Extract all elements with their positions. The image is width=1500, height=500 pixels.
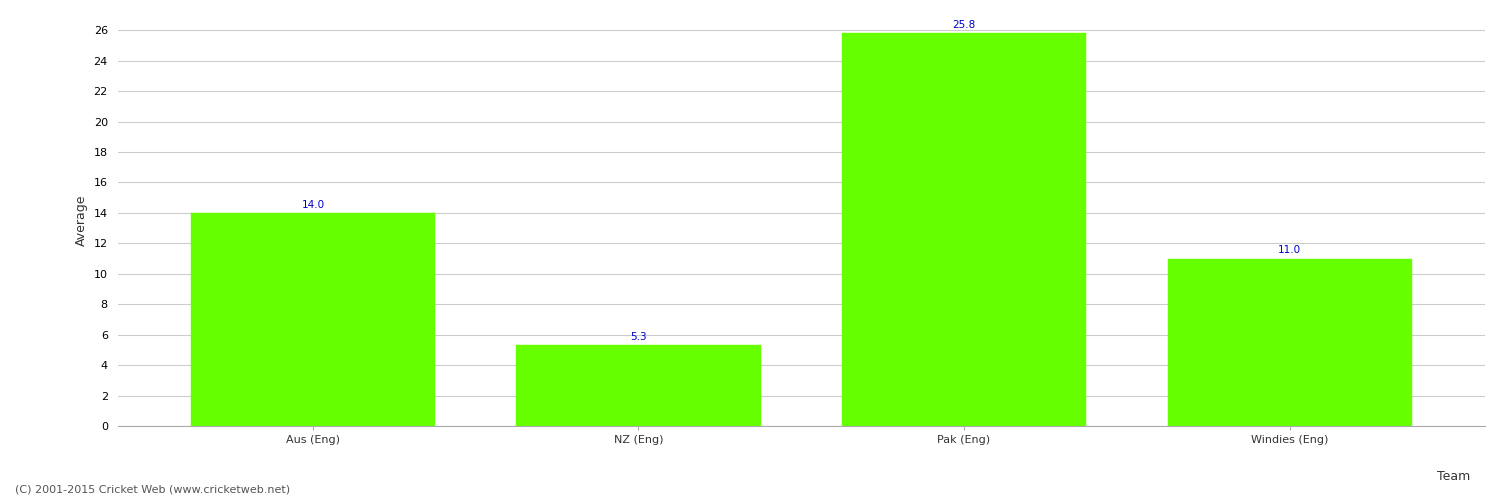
Bar (1167, 258, 1412, 426)
Text: 14.0: 14.0 (302, 200, 324, 210)
Text: 11.0: 11.0 (1278, 246, 1300, 256)
Y-axis label: Average: Average (75, 194, 88, 246)
Text: (C) 2001-2015 Cricket Web (www.cricketweb.net): (C) 2001-2015 Cricket Web (www.cricketwe… (15, 485, 290, 495)
Bar (190, 213, 435, 426)
Bar (842, 34, 1086, 426)
Text: Team: Team (1437, 470, 1470, 483)
Text: 5.3: 5.3 (630, 332, 646, 342)
Bar (516, 346, 760, 426)
Text: 25.8: 25.8 (952, 20, 975, 30)
